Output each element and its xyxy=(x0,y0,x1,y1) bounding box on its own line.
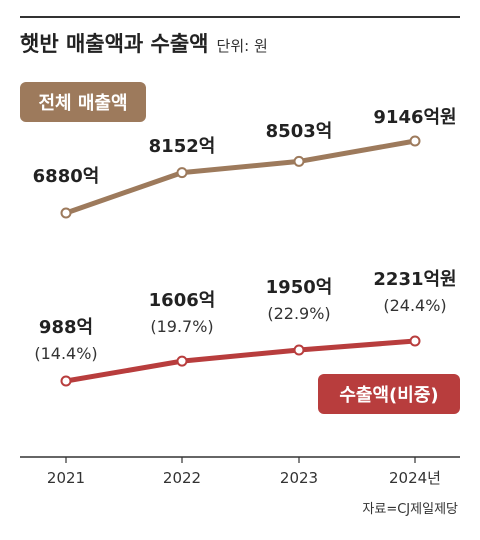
legend-badge-export xyxy=(318,374,460,414)
legend-badge-total xyxy=(20,82,146,122)
data-label-export: 1606억 xyxy=(149,290,216,311)
data-label-total: 8152억 xyxy=(149,136,216,157)
series-line-total xyxy=(63,138,418,216)
data-point-export xyxy=(60,375,72,387)
data-point-total xyxy=(293,155,305,167)
data-label-export: 1950억 xyxy=(266,277,333,298)
data-point-total xyxy=(176,167,188,179)
chart-title: 햇반 매출액과 수출액 xyxy=(20,32,209,56)
data-point-total xyxy=(60,207,72,219)
unit-label: 단위: 원 xyxy=(216,37,268,55)
data-point-total xyxy=(409,135,421,147)
data-label-total: 9146억원 xyxy=(373,107,456,128)
x-tick-label: 2021 xyxy=(47,469,85,487)
share-label-export: (19.7%) xyxy=(150,317,213,336)
legend-label-export: 수출액(비중) xyxy=(339,385,438,406)
source-note: 자료=CJ제일제당 xyxy=(362,502,458,517)
data-point-export xyxy=(293,344,305,356)
title-row: 햇반 매출액과 수출액 단위: 원 xyxy=(20,28,268,58)
share-label-export: (24.4%) xyxy=(383,296,446,315)
x-tick-label: 2023 xyxy=(280,469,318,487)
data-label-export: 988억 xyxy=(39,317,93,338)
series-line-export xyxy=(63,338,418,384)
data-label-total: 8503억 xyxy=(266,121,333,142)
data-point-export xyxy=(176,355,188,367)
legend-label-total: 전체 매출액 xyxy=(38,93,127,114)
data-label-total: 6880억 xyxy=(33,166,100,187)
share-label-export: (14.4%) xyxy=(34,344,97,363)
top-rule xyxy=(20,16,460,18)
share-label-export: (22.9%) xyxy=(267,304,330,323)
x-tick-label: 2024년 xyxy=(389,469,441,487)
data-label-export: 2231억원 xyxy=(373,269,456,290)
data-point-export xyxy=(409,335,421,347)
x-tick-label: 2022 xyxy=(163,469,201,487)
